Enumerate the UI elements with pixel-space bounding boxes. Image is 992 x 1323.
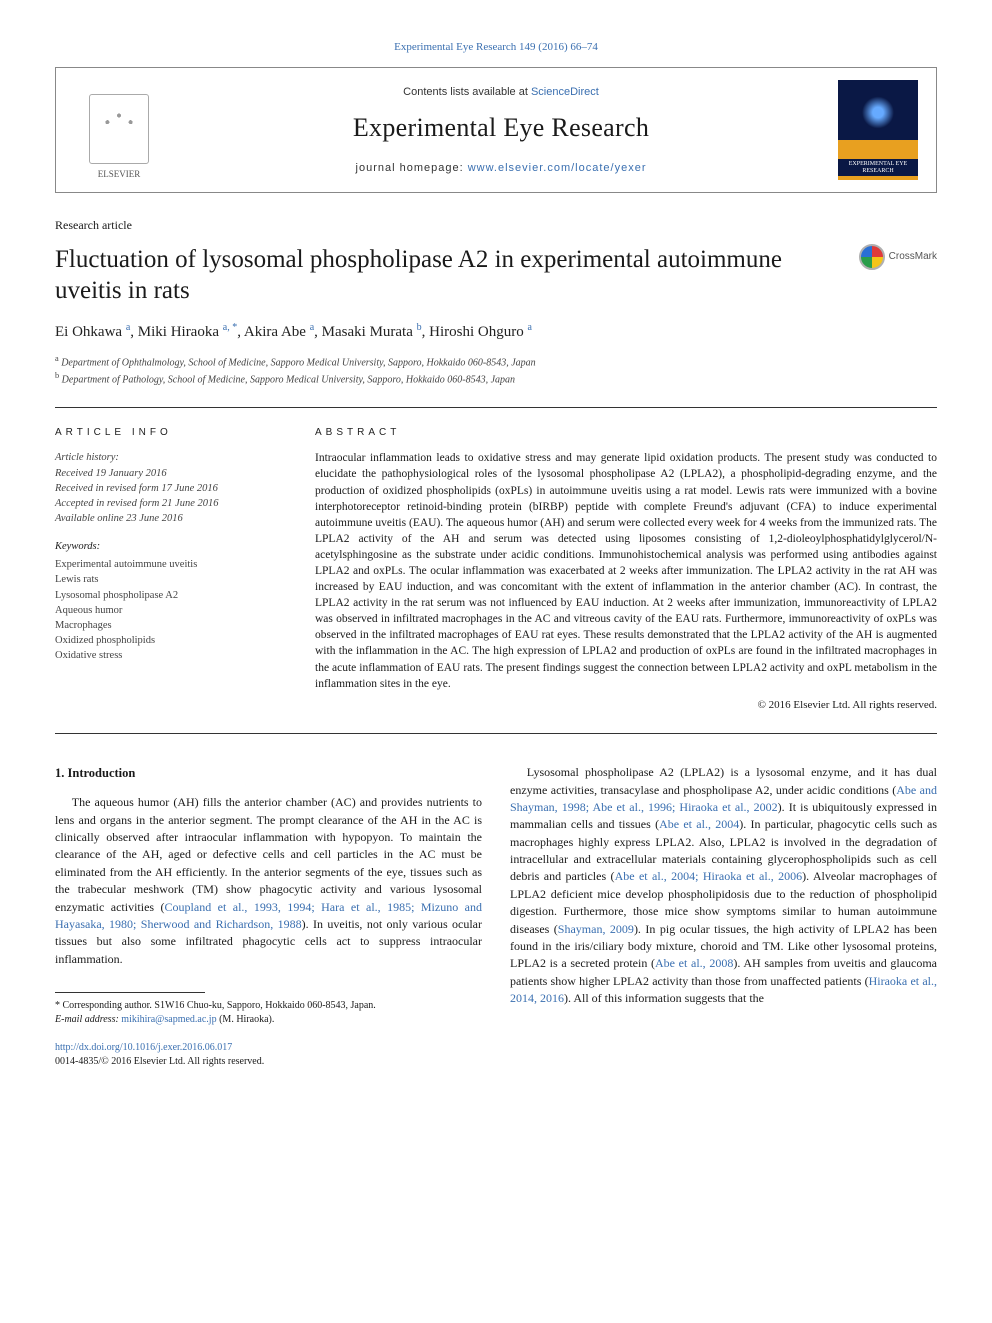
- publisher-logo[interactable]: ELSEVIER: [74, 80, 164, 180]
- email-label: E-mail address:: [55, 1014, 121, 1025]
- intro-paragraph-1: The aqueous humor (AH) fills the anterio…: [55, 794, 482, 968]
- article-type: Research article: [55, 217, 937, 234]
- sciencedirect-link[interactable]: ScienceDirect: [531, 86, 599, 98]
- abstract-text: Intraocular inflammation leads to oxidat…: [315, 450, 937, 691]
- doi-link[interactable]: http://dx.doi.org/10.1016/j.exer.2016.06…: [55, 1042, 232, 1053]
- corresponding-author-footnote: * Corresponding author. S1W16 Chuo-ku, S…: [55, 999, 482, 1027]
- doi-block: http://dx.doi.org/10.1016/j.exer.2016.06…: [55, 1041, 482, 1069]
- contents-line: Contents lists available at ScienceDirec…: [164, 85, 838, 100]
- introduction-heading: 1. Introduction: [55, 764, 482, 782]
- article-info-column: ARTICLE INFO Article history: Received 1…: [55, 426, 285, 713]
- keyword-item: Oxidative stress: [55, 648, 285, 663]
- crossmark-icon: [859, 244, 885, 270]
- authors-list: Ei Ohkawa a, Miki Hiraoka a, *, Akira Ab…: [55, 321, 937, 343]
- ref-link[interactable]: Abe et al., 2008: [655, 956, 733, 970]
- homepage-line: journal homepage: www.elsevier.com/locat…: [164, 161, 838, 176]
- citation-link[interactable]: Experimental Eye Research 149 (2016) 66–…: [394, 41, 598, 53]
- affiliations: a Department of Ophthalmology, School of…: [55, 353, 937, 388]
- corresponding-email-link[interactable]: mikihira@sapmed.ac.jp: [121, 1014, 216, 1025]
- abstract-column: ABSTRACT Intraocular inflammation leads …: [315, 426, 937, 713]
- abstract-copyright: © 2016 Elsevier Ltd. All rights reserved…: [315, 698, 937, 713]
- ref-link[interactable]: Abe et al., 2004; Hiraoka et al., 2006: [615, 869, 803, 883]
- journal-name: Experimental Eye Research: [164, 110, 838, 146]
- crossmark-button[interactable]: CrossMark: [859, 244, 937, 270]
- journal-homepage-link[interactable]: www.elsevier.com/locate/yexer: [468, 162, 647, 174]
- keyword-item: Aqueous humor: [55, 603, 285, 618]
- crossmark-label: CrossMark: [889, 250, 937, 264]
- header-center: Contents lists available at ScienceDirec…: [164, 85, 838, 176]
- body-columns: 1. Introduction The aqueous humor (AH) f…: [55, 764, 937, 1069]
- ref-link[interactable]: Abe et al., 2004: [659, 817, 739, 831]
- elsevier-tree-icon: [89, 94, 149, 164]
- keywords-label: Keywords:: [55, 540, 285, 555]
- keyword-item: Oxidized phospholipids: [55, 633, 285, 648]
- article-info-heading: ARTICLE INFO: [55, 426, 285, 440]
- journal-cover-thumbnail[interactable]: EXPERIMENTAL EYE RESEARCH: [838, 80, 918, 180]
- cover-label: EXPERIMENTAL EYE RESEARCH: [838, 159, 918, 176]
- intro-paragraph-2: Lysosomal phospholipase A2 (LPLA2) is a …: [510, 764, 937, 1007]
- affiliation-b: b Department of Pathology, School of Med…: [55, 370, 937, 387]
- footnote-rule: [55, 992, 205, 993]
- keyword-item: Lysosomal phospholipase A2: [55, 588, 285, 603]
- keyword-item: Experimental autoimmune uveitis: [55, 557, 285, 572]
- affiliation-a: a Department of Ophthalmology, School of…: [55, 353, 937, 370]
- journal-header: ELSEVIER Contents lists available at Sci…: [55, 67, 937, 193]
- keyword-item: Macrophages: [55, 618, 285, 633]
- article-history: Article history: Received 19 January 201…: [55, 450, 285, 526]
- keyword-item: Lewis rats: [55, 572, 285, 587]
- citation-header: Experimental Eye Research 149 (2016) 66–…: [55, 40, 937, 55]
- article-title: Fluctuation of lysosomal phospholipase A…: [55, 244, 859, 307]
- body-column-left: 1. Introduction The aqueous humor (AH) f…: [55, 764, 482, 1069]
- abstract-heading: ABSTRACT: [315, 426, 937, 440]
- publisher-name: ELSEVIER: [98, 168, 141, 181]
- issn-copyright: 0014-4835/© 2016 Elsevier Ltd. All right…: [55, 1056, 264, 1067]
- body-column-right: Lysosomal phospholipase A2 (LPLA2) is a …: [510, 764, 937, 1069]
- ref-link[interactable]: Shayman, 2009: [558, 922, 634, 936]
- keywords-list: Experimental autoimmune uveitisLewis rat…: [55, 557, 285, 664]
